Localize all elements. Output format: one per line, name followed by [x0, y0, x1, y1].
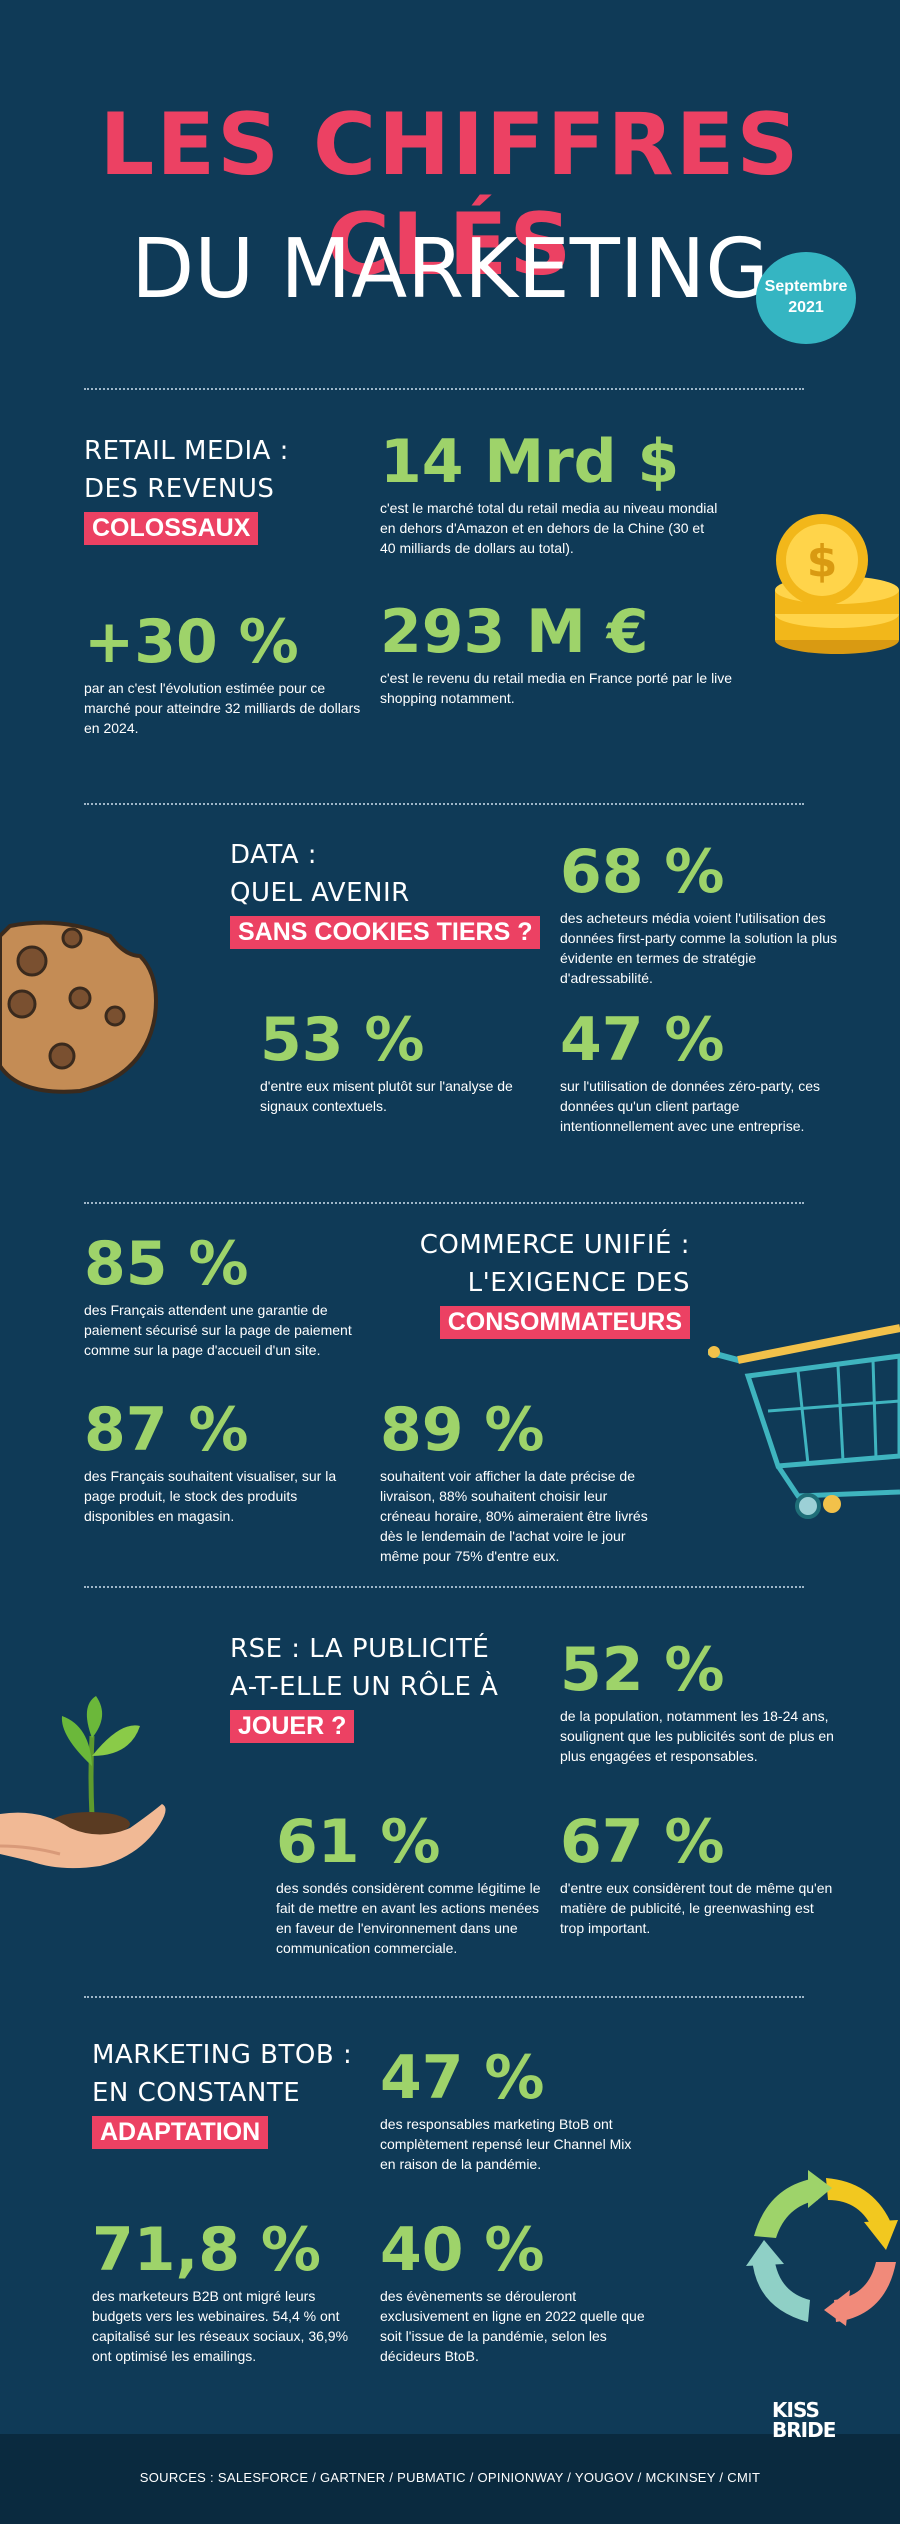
brand-logo: KISS BRIDE	[772, 2398, 836, 2442]
rse-stat-1: 52 % de la population, notamment les 18-…	[560, 1638, 840, 1766]
stat-description: des sondés considèrent comme légitime le…	[276, 1880, 541, 1956]
stat-value: 85 %	[84, 1229, 249, 1299]
stat-value: 53 %	[260, 1005, 425, 1075]
btob-stat-3: 40 % des évènements se dérouleront exclu…	[380, 2218, 660, 2366]
data-stat-1: 68 % des acheteurs média voient l'utilis…	[560, 840, 850, 988]
data-heading-line1: DATA :	[230, 840, 318, 870]
retail-heading-line1: RETAIL MEDIA :	[84, 436, 289, 466]
stat-description: d'entre eux considèrent tout de même qu'…	[560, 1880, 833, 1936]
btob-stat-1: 47 % des responsables marketing BtoB ont…	[380, 2046, 650, 2174]
badge-month: Septembre	[764, 278, 848, 296]
sources-text: SOURCES : SALESFORCE / GARTNER / PUBMATI…	[139, 2470, 761, 2485]
stat-value: 68 %	[560, 837, 725, 907]
divider	[84, 1586, 804, 1588]
plant-in-hand-icon	[0, 1696, 166, 1869]
data-stat-3: 47 % sur l'utilisation de données zéro-p…	[560, 1008, 840, 1136]
logo-line2: BRIDE	[772, 2418, 836, 2442]
stat-description: des acheteurs média voient l'utilisation…	[560, 910, 838, 986]
stat-description: sur l'utilisation de données zéro-party,…	[560, 1078, 820, 1134]
btob-stat-2: 71,8 % des marketeurs B2B ont migré leur…	[92, 2218, 362, 2366]
stat-description: de la population, notamment les 18-24 an…	[560, 1708, 834, 1764]
retail-heading-line2: DES REVENUS	[84, 474, 275, 504]
commerce-heading: COMMERCE UNIFIÉ : L'EXIGENCE DES CONSOMM…	[380, 1226, 690, 1339]
cookie-icon	[0, 920, 158, 1094]
rse-stat-3: 67 % d'entre eux considèrent tout de mêm…	[560, 1810, 840, 1938]
stat-value: 67 %	[560, 1807, 725, 1877]
commerce-stat-3: 89 % souhaitent voir afficher la date pr…	[380, 1398, 660, 1566]
divider	[84, 1202, 804, 1204]
stat-description: c'est le marché total du retail media au…	[380, 500, 718, 556]
commerce-stat-1: 85 % des Français attendent une garantie…	[84, 1232, 374, 1360]
badge-year: 2021	[788, 299, 824, 316]
shopping-cart-icon	[708, 1324, 900, 1519]
stat-value: +30 %	[84, 607, 299, 677]
stat-description: des marketeurs B2B ont migré leurs budge…	[92, 2288, 349, 2364]
data-heading: DATA : QUEL AVENIR SANS COOKIES TIERS ?	[230, 836, 550, 949]
stat-description: par an c'est l'évolution estimée pour ce…	[84, 680, 361, 736]
stat-description: c'est le revenu du retail media en Franc…	[380, 670, 733, 706]
rse-heading-line2: A-T-ELLE UN RÔLE À	[230, 1672, 499, 1702]
recycle-arrows-icon	[746, 2170, 898, 2326]
coins-icon: $	[775, 514, 899, 654]
btob-heading: MARKETING BTOB : EN CONSTANTE ADAPTATION	[92, 2036, 382, 2149]
commerce-heading-line2: L'EXIGENCE DES	[467, 1268, 690, 1298]
stat-description: des Français souhaitent visualiser, sur …	[84, 1468, 337, 1524]
data-stat-2: 53 % d'entre eux misent plutôt sur l'ana…	[260, 1008, 540, 1116]
page-subtitle: DU MARKETING	[131, 222, 769, 317]
data-heading-line2: QUEL AVENIR	[230, 878, 410, 908]
stat-value: 52 %	[560, 1635, 725, 1705]
retail-highlight: COLOSSAUX	[84, 512, 259, 545]
commerce-stat-2: 87 % des Français souhaitent visualiser,…	[84, 1398, 364, 1526]
divider	[84, 388, 804, 390]
svg-text:$: $	[807, 536, 838, 587]
retail-stat-1: 14 Mrd $ c'est le marché total du retail…	[380, 430, 720, 558]
btob-heading-line2: EN CONSTANTE	[92, 2078, 301, 2108]
stat-description: d'entre eux misent plutôt sur l'analyse …	[260, 1078, 513, 1114]
btob-highlight: ADAPTATION	[92, 2116, 269, 2149]
date-badge: Septembre 2021	[756, 252, 856, 344]
commerce-heading-line1: COMMERCE UNIFIÉ :	[419, 1230, 690, 1260]
rse-heading-line1: RSE : LA PUBLICITÉ	[230, 1634, 490, 1664]
rse-stat-2: 61 % des sondés considèrent comme légiti…	[276, 1810, 546, 1958]
stat-value: 87 %	[84, 1395, 249, 1465]
stat-description: des Français attendent une garantie de p…	[84, 1302, 352, 1358]
data-highlight: SANS COOKIES TIERS ?	[230, 916, 541, 949]
stat-value: 40 %	[380, 2215, 545, 2285]
retail-heading: RETAIL MEDIA : DES REVENUS COLOSSAUX	[84, 432, 364, 545]
footer-bar	[0, 2434, 900, 2524]
retail-stat-2: +30 % par an c'est l'évolution estimée p…	[84, 610, 364, 738]
retail-stat-3: 293 M € c'est le revenu du retail media …	[380, 600, 750, 708]
stat-value: 293 M €	[380, 597, 649, 667]
stat-description: souhaitent voir afficher la date précise…	[380, 1468, 648, 1564]
divider	[84, 803, 804, 805]
stat-value: 61 %	[276, 1807, 441, 1877]
page-title: LES CHIFFRES CLÉS	[99, 95, 801, 295]
stat-value: 47 %	[380, 2043, 545, 2113]
logo-line1: KISS	[772, 2398, 820, 2422]
divider	[84, 1996, 804, 1998]
stat-value: 47 %	[560, 1005, 725, 1075]
stat-description: des responsables marketing BtoB ont comp…	[380, 2116, 632, 2172]
stat-value: 89 %	[380, 1395, 545, 1465]
commerce-highlight: CONSOMMATEURS	[439, 1306, 690, 1339]
rse-highlight: JOUER ?	[230, 1710, 355, 1743]
rse-heading: RSE : LA PUBLICITÉ A-T-ELLE UN RÔLE À JO…	[230, 1630, 560, 1743]
stat-value: 71,8 %	[92, 2215, 322, 2285]
stat-description: des évènements se dérouleront exclusivem…	[380, 2288, 645, 2364]
stat-value: 14 Mrd $	[380, 427, 680, 497]
btob-heading-line1: MARKETING BTOB :	[92, 2040, 353, 2070]
